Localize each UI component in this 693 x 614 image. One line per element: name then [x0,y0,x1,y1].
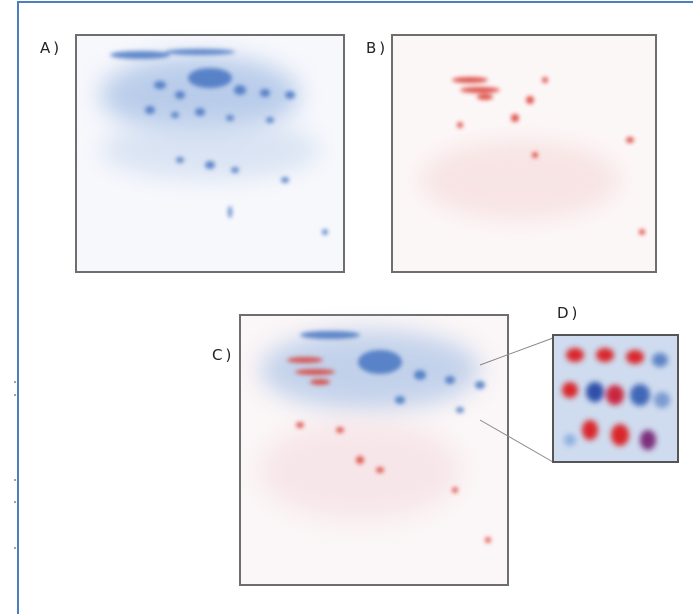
margin-ticks [14,382,16,548]
figure: A) B) C) D) [0,0,693,614]
panel-label: D) [557,304,580,322]
panel-c [240,315,508,585]
panel-label: C) [212,346,234,364]
figure-canvas: A) B) C) D) [0,0,693,614]
panel-a [76,35,344,272]
panel-label: A) [40,39,62,57]
panel-b [392,35,656,272]
panel-label: B) [366,39,388,57]
panel-d [553,335,678,462]
